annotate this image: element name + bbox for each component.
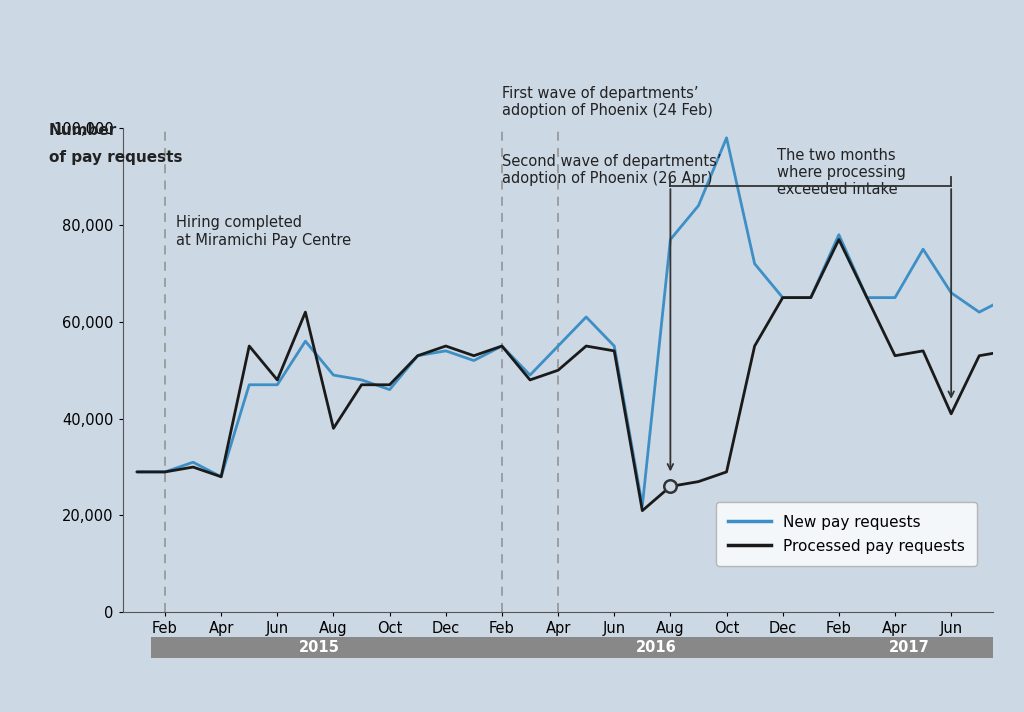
Text: Second wave of departments’
adoption of Phoenix (26 Apr): Second wave of departments’ adoption of …	[502, 154, 722, 187]
Legend: New pay requests, Processed pay requests: New pay requests, Processed pay requests	[716, 503, 977, 566]
Text: 2017: 2017	[889, 639, 930, 654]
Text: Hiring completed
at Miramichi Pay Centre: Hiring completed at Miramichi Pay Centre	[176, 215, 351, 248]
Text: Number: Number	[49, 123, 117, 138]
Bar	[151, 637, 487, 659]
Text: First wave of departments’
adoption of Phoenix (24 Feb): First wave of departments’ adoption of P…	[502, 86, 713, 118]
Text: of pay requests: of pay requests	[49, 150, 182, 165]
Text: 2015: 2015	[299, 639, 340, 654]
Text: The two months
where processing
exceeded intake: The two months where processing exceeded…	[777, 147, 906, 197]
Text: 2016: 2016	[636, 639, 677, 654]
Bar	[487, 637, 824, 659]
Bar	[824, 637, 993, 659]
